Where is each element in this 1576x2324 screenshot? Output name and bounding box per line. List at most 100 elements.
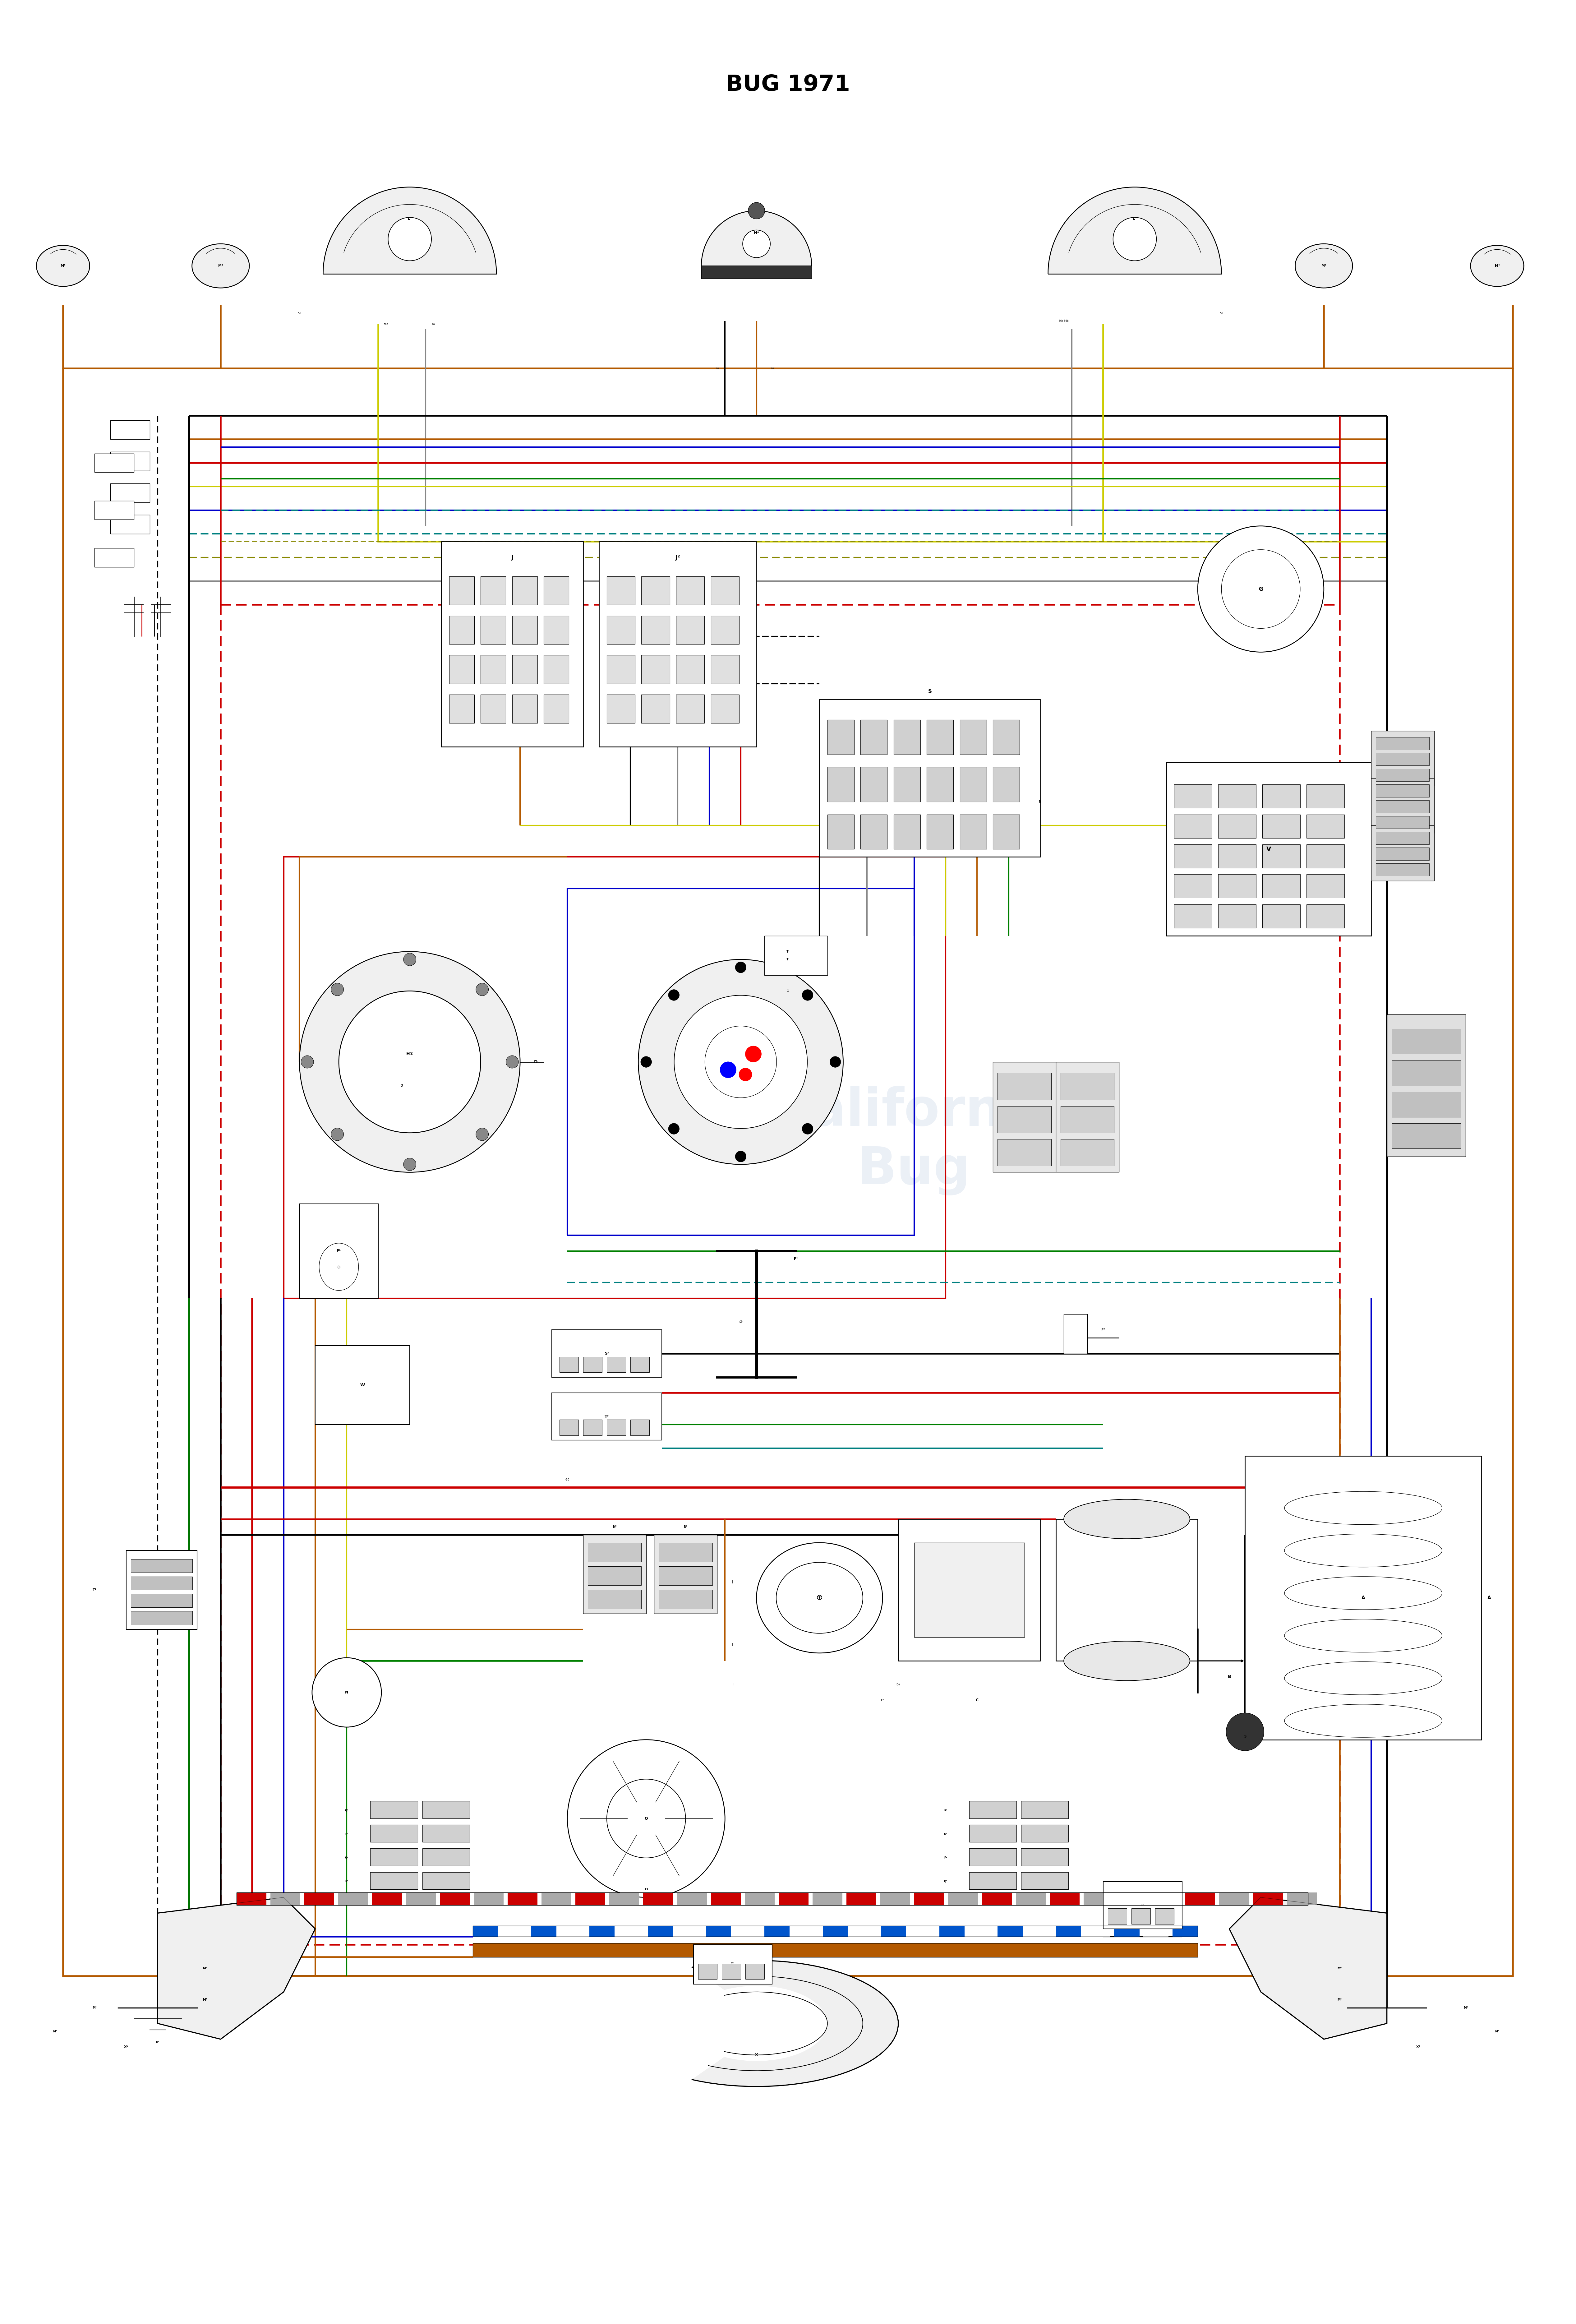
Text: F⁴: F⁴ bbox=[794, 1257, 797, 1260]
Bar bbox=[813, 1892, 842, 1906]
Text: ⊙: ⊙ bbox=[786, 990, 790, 992]
Bar bbox=[1218, 874, 1256, 897]
Circle shape bbox=[1221, 548, 1300, 627]
Text: M²: M² bbox=[1464, 2006, 1467, 2010]
Text: C: C bbox=[976, 1699, 979, 1701]
Bar bbox=[1174, 786, 1212, 809]
Bar bbox=[648, 1927, 673, 1936]
Text: H①: H① bbox=[407, 1053, 413, 1055]
Bar bbox=[927, 813, 953, 848]
Bar bbox=[949, 1892, 977, 1906]
Bar bbox=[998, 1106, 1051, 1132]
Text: 56a 56b: 56a 56b bbox=[1059, 321, 1069, 323]
Bar bbox=[1262, 844, 1300, 869]
Bar bbox=[95, 453, 134, 472]
Circle shape bbox=[607, 1780, 686, 1857]
Bar bbox=[711, 695, 739, 723]
Circle shape bbox=[638, 960, 843, 1164]
Bar bbox=[1050, 1892, 1080, 1906]
Bar bbox=[1155, 1908, 1174, 1924]
Bar bbox=[659, 1590, 712, 1608]
Text: A: A bbox=[1362, 1597, 1365, 1601]
Bar bbox=[1174, 844, 1212, 869]
Text: ②: ② bbox=[739, 1320, 742, 1325]
Polygon shape bbox=[1295, 244, 1352, 288]
Text: O: O bbox=[645, 1817, 648, 1820]
Bar bbox=[599, 541, 756, 746]
Bar bbox=[1307, 813, 1344, 839]
Circle shape bbox=[1198, 525, 1324, 653]
Text: G: G bbox=[1259, 586, 1262, 593]
Text: M²: M² bbox=[1338, 1999, 1341, 2001]
Bar bbox=[1061, 1106, 1114, 1132]
Bar bbox=[676, 695, 704, 723]
Bar bbox=[440, 1892, 470, 1906]
Bar bbox=[1084, 1892, 1113, 1906]
Polygon shape bbox=[1229, 1896, 1387, 2038]
Text: O: O bbox=[645, 1887, 648, 1892]
Text: D+: D+ bbox=[897, 1683, 900, 1685]
Bar bbox=[95, 500, 134, 521]
Circle shape bbox=[831, 1057, 842, 1067]
Bar bbox=[131, 1594, 192, 1608]
Bar bbox=[507, 1892, 537, 1906]
Bar bbox=[1376, 753, 1429, 765]
Text: M¹: M¹ bbox=[54, 2029, 57, 2034]
Bar bbox=[501, 1927, 526, 1936]
Text: T²: T² bbox=[731, 1961, 734, 1966]
Bar bbox=[583, 1420, 602, 1436]
Ellipse shape bbox=[1064, 1641, 1190, 1680]
Bar bbox=[583, 1357, 602, 1373]
Bar bbox=[607, 576, 635, 604]
Bar bbox=[1021, 1824, 1069, 1843]
Text: M³: M³ bbox=[1321, 265, 1327, 267]
Bar bbox=[711, 576, 739, 604]
Bar bbox=[960, 720, 987, 755]
Bar bbox=[544, 655, 569, 683]
Bar bbox=[641, 655, 670, 683]
Text: M⁴: M⁴ bbox=[93, 2006, 96, 2010]
Text: L²: L² bbox=[408, 216, 411, 221]
Circle shape bbox=[476, 1127, 489, 1141]
Text: X: X bbox=[755, 2052, 758, 2057]
Polygon shape bbox=[192, 244, 249, 288]
Bar bbox=[998, 1927, 1023, 1936]
Bar bbox=[711, 1892, 741, 1906]
Bar bbox=[846, 1892, 876, 1906]
Bar bbox=[552, 1392, 662, 1441]
Bar bbox=[544, 695, 569, 723]
Circle shape bbox=[734, 1150, 747, 1162]
Bar bbox=[1392, 1060, 1461, 1085]
Bar bbox=[1150, 1892, 1182, 1906]
Bar bbox=[898, 1520, 1040, 1662]
Bar bbox=[711, 616, 739, 644]
Bar bbox=[879, 1892, 911, 1906]
Ellipse shape bbox=[1284, 1576, 1442, 1611]
Polygon shape bbox=[1470, 246, 1524, 286]
Bar bbox=[734, 1927, 760, 1936]
Bar bbox=[236, 1892, 266, 1906]
Bar bbox=[706, 1927, 731, 1936]
Bar bbox=[607, 1357, 626, 1373]
Circle shape bbox=[403, 953, 416, 967]
Circle shape bbox=[749, 202, 764, 218]
Bar bbox=[1173, 1927, 1198, 1936]
Bar bbox=[1185, 1892, 1215, 1906]
Circle shape bbox=[668, 1122, 679, 1134]
Bar bbox=[1144, 1927, 1169, 1936]
Bar bbox=[659, 1566, 712, 1585]
Bar bbox=[939, 1927, 965, 1936]
Ellipse shape bbox=[1284, 1534, 1442, 1566]
Bar bbox=[473, 1892, 503, 1906]
Bar bbox=[531, 1927, 556, 1936]
Bar bbox=[698, 1964, 717, 1980]
Bar bbox=[449, 655, 474, 683]
Bar bbox=[1166, 762, 1371, 937]
Text: T⁵: T⁵ bbox=[605, 1415, 608, 1418]
Circle shape bbox=[339, 990, 481, 1132]
Text: P³: P³ bbox=[345, 1880, 348, 1882]
Bar bbox=[676, 655, 704, 683]
Circle shape bbox=[506, 1055, 519, 1069]
Bar bbox=[1307, 874, 1344, 897]
Circle shape bbox=[388, 218, 432, 260]
